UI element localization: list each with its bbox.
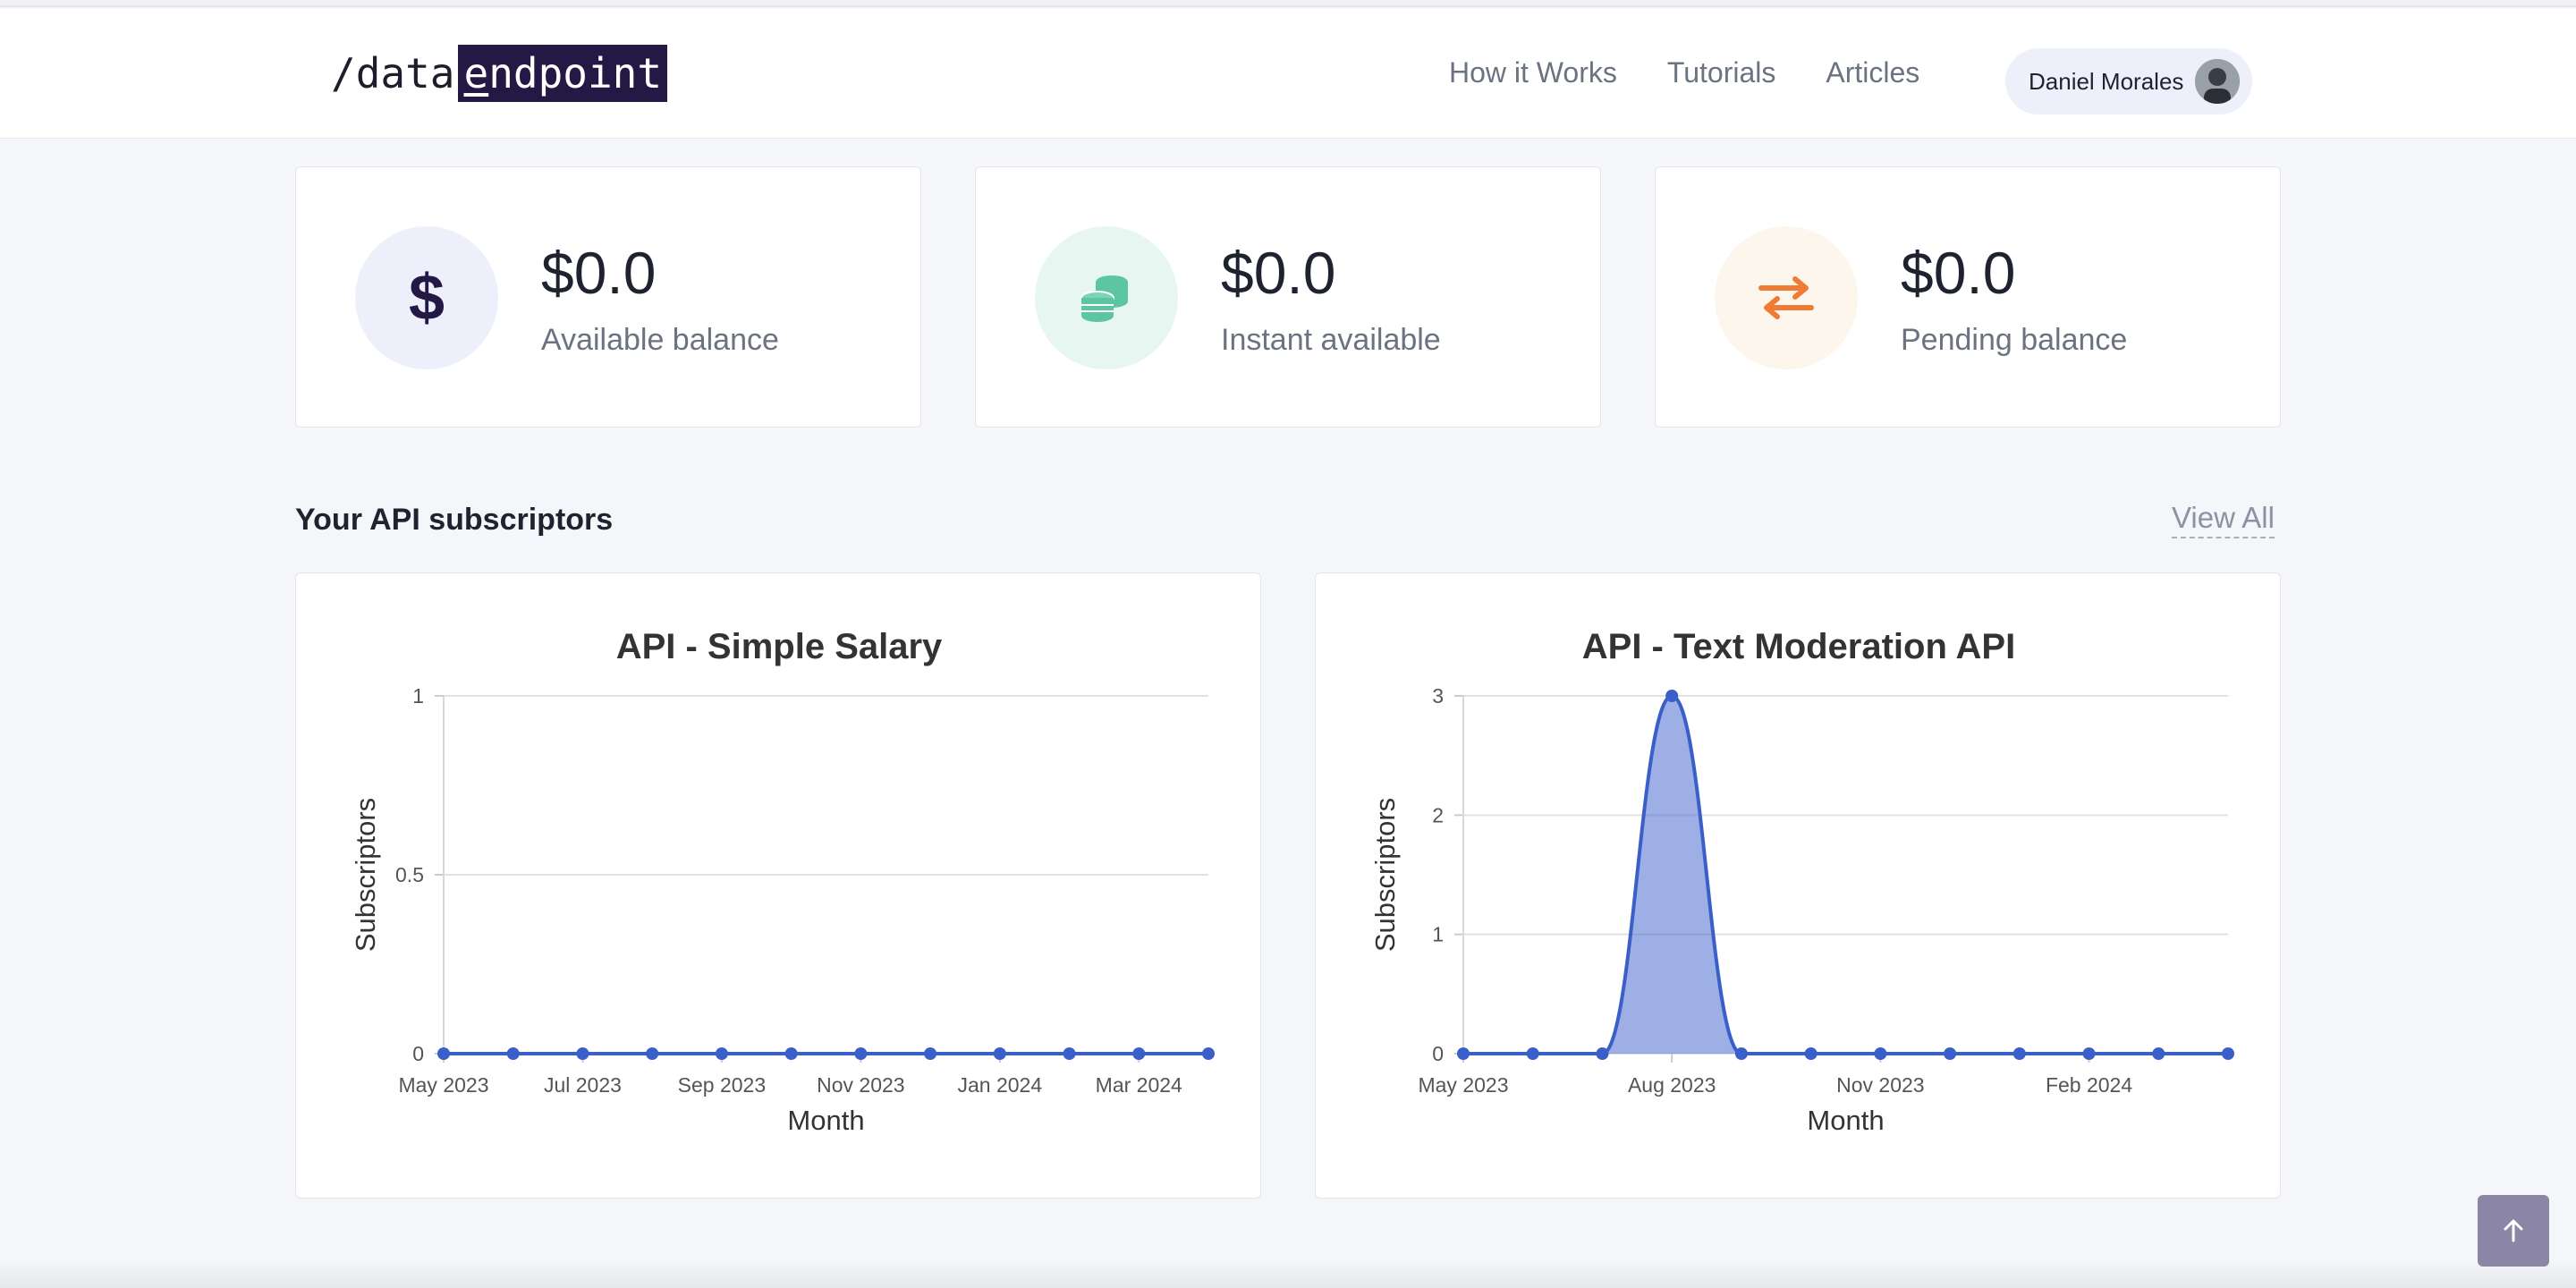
x-tick-label: May 2023 <box>1418 1073 1508 1097</box>
pending-balance-value: $0.0 <box>1901 240 2016 306</box>
data-point <box>1132 1047 1146 1060</box>
data-point <box>2152 1047 2165 1060</box>
x-tick-label: Aug 2023 <box>1628 1073 1716 1097</box>
y-tick-label: 0 <box>412 1042 424 1065</box>
y-axis-label: Subscriptors <box>1369 798 1401 952</box>
section-title: Your API subscriptors <box>295 503 614 537</box>
pending-balance-card: $0.0 Pending balance <box>1655 166 2281 428</box>
chart-simple-salary: API - Simple Salary 0 0.5 1 May 2023 Jul 2023… <box>350 627 1215 1136</box>
user-name: Daniel Morales <box>2029 67 2184 95</box>
chart-card-text-moderation: API - Text Moderation API 0 1 2 3 May 2023 Aug… <box>1315 572 2281 1199</box>
x-tick-label: Nov 2023 <box>1836 1073 1924 1097</box>
svg-text:$: $ <box>409 262 445 334</box>
available-balance-label: Available balance <box>541 323 779 357</box>
data-point <box>1526 1047 1539 1060</box>
y-tick-label: 1 <box>1432 923 1444 946</box>
data-point <box>576 1047 589 1060</box>
chart-text-moderation: API - Text Moderation API 0 1 2 3 May 2023 Aug… <box>1369 627 2234 1136</box>
y-tick-label: 0 <box>1432 1042 1444 1065</box>
data-point <box>993 1047 1006 1060</box>
dollar-icon: $ <box>355 226 498 369</box>
series-area <box>1463 696 2228 1054</box>
nav-articles[interactable]: Articles <box>1826 56 1920 89</box>
data-point <box>1944 1047 1957 1060</box>
nav-how-it-works[interactable]: How it Works <box>1449 56 1617 89</box>
y-tick-label: 1 <box>412 684 424 708</box>
y-tick-label: 2 <box>1432 803 1444 826</box>
top-border <box>0 0 2576 7</box>
data-point <box>924 1047 937 1060</box>
x-tick-label: Jul 2023 <box>544 1073 622 1097</box>
data-point <box>715 1047 728 1060</box>
data-point <box>646 1047 659 1060</box>
arrow-up-icon <box>2504 1219 2523 1242</box>
user-menu-button[interactable]: Daniel Morales <box>2005 48 2252 114</box>
data-point <box>1063 1047 1076 1060</box>
data-point <box>1457 1047 1470 1060</box>
top-navbar: /data endpoint How it Works Tutorials Ar… <box>0 9 2576 139</box>
instant-available-label: Instant available <box>1221 323 1441 357</box>
data-point <box>784 1047 798 1060</box>
data-point <box>1734 1047 1748 1060</box>
data-point <box>854 1047 868 1060</box>
view-all-link[interactable]: View All <box>2172 501 2275 538</box>
series-line <box>1463 693 2228 1055</box>
logo-prefix: /data <box>331 49 455 97</box>
y-tick-label: 3 <box>1432 684 1444 708</box>
instant-available-card: $0.0 Instant available <box>975 166 1601 428</box>
data-point <box>1665 690 1679 702</box>
x-tick-label: Nov 2023 <box>817 1073 904 1097</box>
y-axis-label: Subscriptors <box>350 798 381 952</box>
x-axis-label: Month <box>787 1105 864 1136</box>
x-tick-label: Mar 2024 <box>1096 1073 1182 1097</box>
coins-icon <box>1035 226 1178 369</box>
x-tick-label: May 2023 <box>398 1073 488 1097</box>
x-tick-label: Feb 2024 <box>2046 1073 2132 1097</box>
chart-title: API - Text Moderation API <box>1582 627 2015 666</box>
available-balance-card: $ $0.0 Available balance <box>295 166 921 428</box>
data-point <box>1874 1047 1887 1060</box>
pending-balance-label: Pending balance <box>1901 323 2128 357</box>
site-logo[interactable]: /data endpoint <box>331 45 668 102</box>
chart-card-simple-salary: API - Simple Salary 0 0.5 1 May 2023 Jul 2023… <box>295 572 1261 1199</box>
nav-tutorials[interactable]: Tutorials <box>1666 56 1776 89</box>
main-nav: How it Works Tutorials Articles <box>1449 52 1919 93</box>
data-point <box>506 1047 520 1060</box>
x-tick-label: Sep 2023 <box>678 1073 766 1097</box>
scroll-to-top-button[interactable] <box>2478 1195 2549 1267</box>
data-point <box>2082 1047 2096 1060</box>
exchange-icon <box>1715 226 1858 369</box>
logo-highlight: endpoint <box>458 45 668 102</box>
data-point <box>1804 1047 1818 1060</box>
available-balance-value: $0.0 <box>541 240 657 306</box>
x-tick-label: Jan 2024 <box>957 1073 1042 1097</box>
data-point <box>1596 1047 1609 1060</box>
data-point <box>2012 1047 2026 1060</box>
data-point <box>1202 1047 1215 1060</box>
chart-title: API - Simple Salary <box>616 627 943 666</box>
x-axis-label: Month <box>1807 1105 1884 1136</box>
data-point <box>2222 1047 2234 1060</box>
data-point <box>437 1047 450 1060</box>
page-bottom-shadow <box>0 1261 2576 1288</box>
avatar <box>2195 59 2240 104</box>
y-tick-label: 0.5 <box>395 863 424 886</box>
instant-available-value: $0.0 <box>1221 240 1336 306</box>
